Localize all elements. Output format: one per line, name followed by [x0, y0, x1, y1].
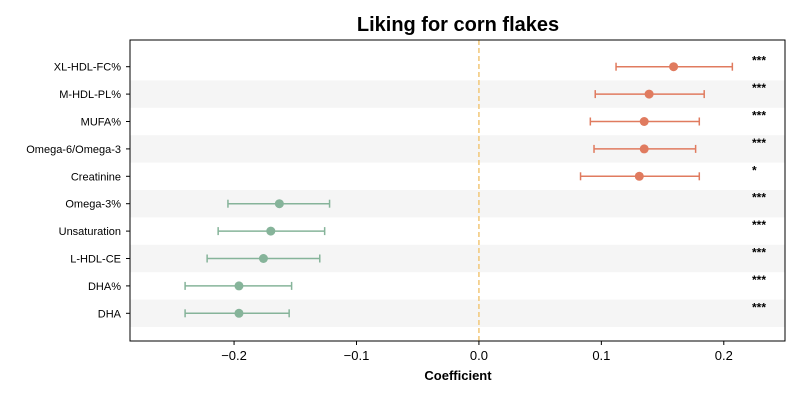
point-marker	[639, 117, 649, 126]
y-tick-label: L-HDL-CE	[70, 254, 121, 266]
significance-labels: ****************************	[752, 54, 766, 315]
significance-label: ***	[752, 136, 766, 150]
x-tick-label: 0.0	[470, 348, 488, 363]
y-tick-label: Creatinine	[71, 171, 121, 183]
x-axis-ticks: −0.2 −0.1 0.0 0.1 0.2	[221, 341, 733, 363]
significance-label: ***	[752, 246, 766, 260]
x-tick-label: −0.2	[221, 348, 247, 363]
y-tick-label: M-HDL-PL%	[59, 89, 121, 101]
significance-label: ***	[752, 300, 766, 314]
significance-label: ***	[752, 109, 766, 123]
significance-label: *	[752, 163, 757, 177]
significance-label: ***	[752, 54, 766, 68]
point-marker	[644, 89, 654, 99]
y-tick-label: DHA	[98, 308, 122, 320]
y-tick-label: XL-HDL-FC%	[54, 62, 121, 74]
x-tick-label: 0.2	[715, 348, 733, 363]
point-marker	[639, 144, 649, 154]
x-tick-label: −0.1	[344, 348, 370, 363]
x-axis-label: Coefficient	[424, 368, 492, 383]
y-tick-label: Omega-3%	[65, 199, 121, 211]
point-markers	[234, 62, 679, 318]
significance-label: ***	[752, 273, 766, 287]
point-marker	[258, 254, 268, 263]
significance-label: ***	[752, 191, 766, 205]
point-marker	[634, 171, 644, 181]
x-tick-label: 0.1	[592, 348, 610, 363]
y-tick-label: Unsaturation	[59, 226, 121, 238]
y-tick-labels: XL-HDL-FC% M-HDL-PL% MUFA% Omega-6/Omega-3 C…	[26, 62, 130, 320]
y-tick-label: DHA%	[88, 281, 121, 293]
y-tick-label: MUFA%	[81, 117, 122, 129]
point-marker	[669, 62, 679, 72]
significance-label: ***	[752, 218, 766, 232]
chart-title: Liking for corn flakes	[357, 14, 559, 36]
point-marker	[234, 281, 244, 291]
plot-frame	[129, 39, 786, 342]
point-marker	[234, 308, 244, 318]
y-tick-label: Omega-6/Omega-3	[26, 144, 121, 156]
point-marker	[266, 226, 276, 236]
significance-label: ***	[752, 81, 766, 95]
point-marker	[274, 199, 284, 209]
